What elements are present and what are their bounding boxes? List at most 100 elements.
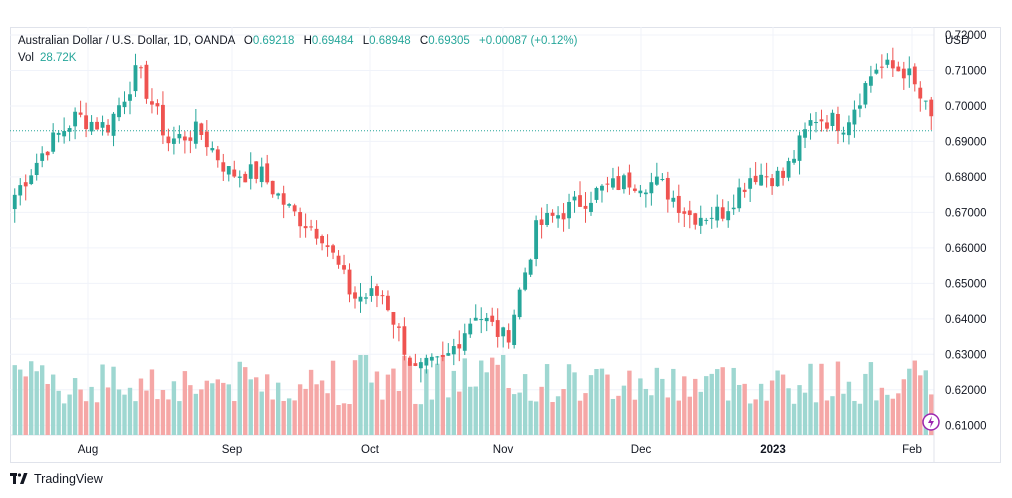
candle-body — [342, 265, 346, 270]
volume-bar — [605, 374, 610, 435]
volume-bar — [29, 361, 34, 435]
ohlc-legend: Australian Dollar / U.S. Dollar, 1D, OAN… — [18, 35, 577, 47]
candle-body — [144, 64, 149, 99]
candle-body — [331, 245, 335, 253]
volume-bar — [533, 401, 539, 435]
candle-body — [457, 344, 462, 349]
candle-body — [440, 355, 445, 357]
candle-body — [643, 192, 648, 195]
volume-bar — [506, 387, 511, 435]
x-tick-label: 2023 — [760, 444, 786, 456]
candle-body — [429, 356, 434, 361]
volume-bar — [709, 373, 714, 435]
candle-body — [836, 113, 840, 132]
volume-bar — [479, 360, 484, 435]
candle-body — [550, 212, 555, 216]
candle-body — [193, 121, 198, 144]
candle-body — [391, 312, 396, 325]
y-tick-label: 0.71000 — [945, 65, 987, 77]
volume-bar — [780, 374, 786, 435]
volume-bar — [566, 364, 572, 435]
volume-bar — [292, 400, 297, 435]
candle-body — [797, 135, 802, 161]
y-tick-label: 0.69000 — [945, 136, 987, 148]
candle-body — [660, 178, 665, 180]
candle-body — [270, 180, 275, 195]
change-value: +0.00087 (+0.12%) — [478, 35, 578, 47]
volume-bar — [243, 367, 248, 435]
candle-body — [199, 123, 204, 135]
volume-bar — [676, 400, 681, 435]
volume-bar — [879, 387, 885, 435]
volume-bar — [210, 383, 215, 435]
currency-label: USD — [945, 35, 969, 47]
y-tick-label: 0.72000 — [945, 30, 987, 42]
candle-body — [369, 288, 374, 296]
candle-body — [742, 189, 747, 192]
candle-body — [594, 187, 599, 200]
candle-body — [627, 172, 632, 188]
volume-bar — [72, 378, 78, 435]
candle-body — [303, 226, 308, 229]
candle-body — [561, 213, 566, 220]
volume-bar — [265, 374, 270, 435]
candle-body — [770, 178, 775, 187]
volume-bar — [715, 369, 720, 435]
tradingview-footer[interactable]: TradingView — [10, 472, 103, 486]
volume-bar — [270, 399, 275, 435]
candle-body — [171, 138, 176, 144]
volume-bar — [67, 394, 72, 435]
volume-bar — [610, 398, 616, 435]
volume-bar — [254, 377, 259, 435]
candle-body — [786, 161, 791, 178]
candle-body — [792, 158, 796, 163]
candle-body — [665, 177, 670, 200]
volume-bar — [188, 385, 193, 435]
candle-body — [753, 175, 758, 183]
candle-body — [276, 193, 281, 196]
candle-body — [210, 148, 215, 151]
candle-body — [287, 204, 292, 206]
volume-bar — [232, 401, 237, 435]
candle-body — [347, 269, 352, 295]
volume-bar — [193, 393, 199, 435]
y-tick-label: 0.70000 — [945, 101, 987, 113]
volume-bar — [769, 380, 775, 435]
candle-body — [51, 132, 56, 152]
x-tick-label: Sep — [222, 444, 242, 456]
volume-bar — [726, 400, 731, 435]
volume-bar — [621, 385, 627, 435]
volume-bar — [18, 369, 23, 435]
volume-bar — [413, 403, 418, 435]
volume-bar — [819, 363, 824, 435]
candle-body — [863, 83, 868, 105]
volume-bar — [594, 369, 599, 435]
volume-bar — [56, 390, 61, 435]
candle-body — [18, 185, 23, 196]
volume-bar — [868, 362, 874, 435]
candle-body — [825, 122, 829, 129]
tradingview-logo-icon — [10, 473, 28, 484]
candle-body — [589, 202, 593, 212]
candle-body — [819, 119, 824, 122]
x-tick-label: Aug — [78, 444, 98, 456]
volume-bar — [149, 369, 155, 435]
candle-body — [40, 153, 45, 161]
candle-body — [901, 68, 906, 79]
volume-bar — [616, 395, 621, 435]
candle-body — [298, 212, 303, 227]
volume-bar — [588, 375, 594, 435]
candle-body — [375, 286, 379, 296]
candle-body — [353, 292, 357, 299]
volume-bar — [539, 386, 544, 435]
candle-body — [56, 132, 61, 135]
candle-body — [78, 112, 83, 115]
volume-bar — [100, 364, 105, 435]
candle-body — [161, 104, 165, 136]
volume-bar — [105, 387, 111, 435]
volume-bar — [199, 389, 204, 435]
candle-body — [232, 169, 237, 177]
volume-bar — [528, 400, 533, 435]
candle-body — [424, 357, 429, 366]
